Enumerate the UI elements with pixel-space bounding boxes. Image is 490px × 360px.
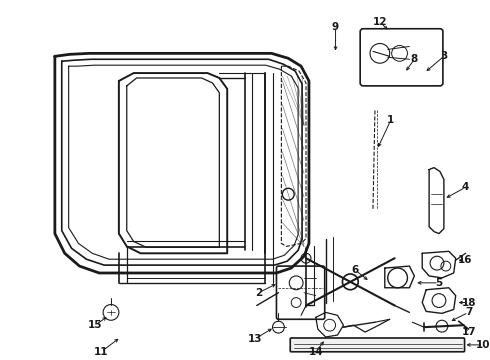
- Text: 11: 11: [94, 347, 108, 357]
- Text: 15: 15: [88, 320, 102, 330]
- Text: 13: 13: [247, 334, 262, 344]
- Text: 16: 16: [458, 255, 473, 265]
- Text: 3: 3: [440, 51, 447, 61]
- Text: 10: 10: [476, 340, 490, 350]
- Text: 6: 6: [352, 265, 359, 275]
- Text: 2: 2: [255, 288, 262, 298]
- Text: 14: 14: [309, 347, 323, 357]
- Text: 12: 12: [372, 17, 387, 27]
- FancyBboxPatch shape: [360, 29, 443, 86]
- Text: 9: 9: [332, 22, 339, 32]
- Text: 4: 4: [462, 182, 469, 192]
- Text: 8: 8: [411, 54, 418, 64]
- Text: 5: 5: [435, 278, 442, 288]
- Text: 17: 17: [462, 327, 477, 337]
- Text: 18: 18: [462, 297, 477, 307]
- Text: 1: 1: [387, 115, 394, 125]
- FancyBboxPatch shape: [290, 338, 465, 352]
- FancyBboxPatch shape: [276, 266, 325, 319]
- Text: 7: 7: [465, 307, 472, 318]
